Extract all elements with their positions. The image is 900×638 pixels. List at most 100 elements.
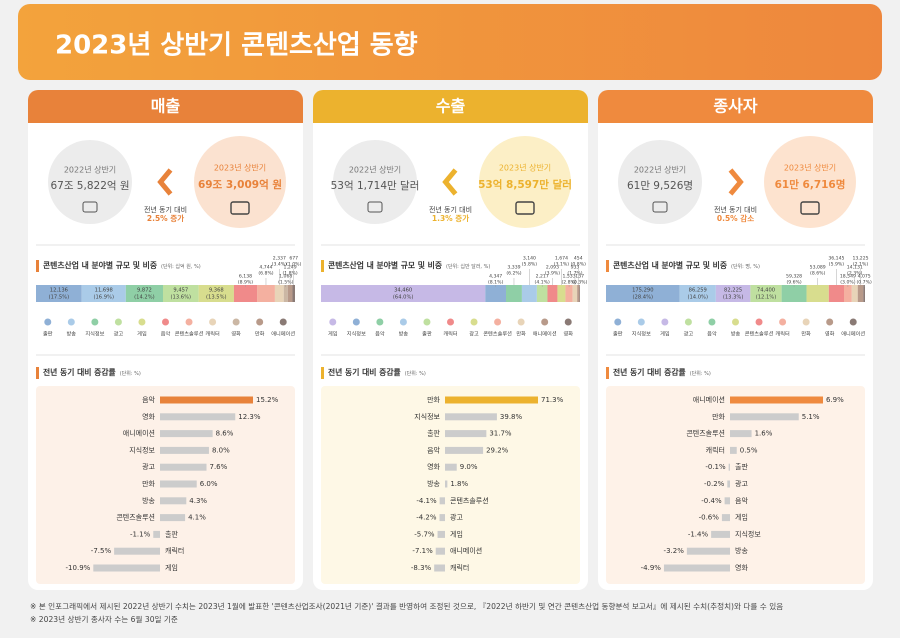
value-label: -1.4% xyxy=(688,530,709,538)
legend-label: 콘텐츠솔루션 xyxy=(483,330,512,338)
share-value-label: 4,744 xyxy=(259,265,272,271)
share-value-label: 9,368 xyxy=(209,288,224,294)
legend-dot xyxy=(517,318,525,326)
legend-label: 만화 xyxy=(516,330,526,338)
category-label: 만화 xyxy=(142,479,155,488)
share-value-label: 74,400 xyxy=(757,288,775,294)
legend-label: 지식정보 xyxy=(85,330,104,338)
share-percent-label: (64.0%) xyxy=(393,295,414,301)
share-value-label: 13,225 xyxy=(852,256,868,262)
share-percent-label: (13.6%) xyxy=(171,295,192,301)
change-bar xyxy=(711,530,730,538)
share-segment xyxy=(750,285,782,302)
section-unit: (단위: %) xyxy=(405,370,426,377)
panel-header xyxy=(313,90,588,123)
change-bar xyxy=(160,480,197,488)
share-value-label: 3,339 xyxy=(507,265,520,271)
change-label: 전년 동기 대비 xyxy=(429,205,472,214)
legend-label: 애니메이션 xyxy=(533,330,557,338)
legend-label: 지식정보 xyxy=(632,330,651,338)
category-label: 음악 xyxy=(142,396,155,404)
share-value-label: 12,136 xyxy=(50,288,68,294)
legend-label: 출판 xyxy=(613,330,623,338)
section-title-text: 콘텐츠산업 내 분야별 규모 및 비중 xyxy=(43,260,157,270)
panel-header xyxy=(28,90,303,123)
share-value-label: 9,872 xyxy=(137,288,152,294)
previous-circle xyxy=(618,140,702,224)
section-title: 콘텐츠산업 내 분야별 규모 및 비중 (단위: 명, %) xyxy=(613,260,760,270)
value-label: 29.2% xyxy=(486,446,509,454)
change-bar xyxy=(160,413,236,421)
legend-dot xyxy=(91,318,99,326)
share-segment xyxy=(572,285,578,302)
legend-dot xyxy=(162,318,169,326)
category-label: 출판 xyxy=(735,462,748,471)
change-bar xyxy=(160,514,186,522)
share-percent-label: (1.8%) xyxy=(282,271,297,277)
share-segment xyxy=(557,285,566,302)
icon xyxy=(230,201,250,215)
legend-dot xyxy=(802,318,810,326)
share-value-label: 6,138 xyxy=(239,274,252,280)
change-arrow xyxy=(157,168,173,196)
change-bar xyxy=(724,497,730,505)
share-segment xyxy=(321,285,486,302)
share-percent-label: (2.1%) xyxy=(853,262,868,268)
change-value: 0.5% 감소 xyxy=(717,213,754,223)
section-marker xyxy=(36,367,39,379)
section-unit: (단위: 명, %) xyxy=(731,263,760,270)
share-percent-label: (9.6%) xyxy=(786,280,801,286)
footnote: ※ 2023년 상반기 종사자 수는 6월 30일 기준 xyxy=(30,614,178,624)
change-bar xyxy=(160,497,187,505)
share-percent-label: (8.6%) xyxy=(810,271,825,277)
panel-title: 매출 xyxy=(151,97,181,116)
change-arrow xyxy=(728,168,744,196)
share-value-label: 36,145 xyxy=(828,256,844,262)
previous-label: 2022년 상반기 xyxy=(64,165,116,175)
value-label: 39.8% xyxy=(500,413,523,421)
change-bar xyxy=(686,547,730,555)
section-marker xyxy=(606,260,609,272)
legend-dot xyxy=(447,318,454,326)
change-bar xyxy=(439,497,445,505)
change-bar xyxy=(114,547,160,555)
legend-dot xyxy=(329,318,337,326)
change-bar xyxy=(730,413,799,421)
legend-dot xyxy=(732,318,739,326)
section-unit: (단위: %) xyxy=(120,370,141,377)
share-percent-label: (4.1%) xyxy=(535,280,550,286)
legend-label: 게임 xyxy=(137,330,147,338)
legend-label: 영화 xyxy=(825,330,835,338)
change-bar xyxy=(439,514,445,522)
change-bar xyxy=(160,396,253,404)
legend-dot xyxy=(779,318,787,326)
share-percent-label: (0.8%) xyxy=(571,262,586,268)
category-label: 방송 xyxy=(427,479,440,488)
category-label: 광고 xyxy=(142,463,155,471)
current-label: 2023년 상반기 xyxy=(784,163,836,173)
change-bar xyxy=(730,430,752,438)
category-label: 만화 xyxy=(712,412,725,421)
value-label: -0.2% xyxy=(704,480,725,488)
change-bar xyxy=(160,430,213,438)
change-bar xyxy=(728,463,730,471)
change-bar xyxy=(445,463,457,471)
legend-label: 만화 xyxy=(801,330,811,338)
section-unit: (단위: %) xyxy=(690,370,711,377)
value-label: 4.1% xyxy=(188,514,206,522)
category-label: 광고 xyxy=(735,480,748,488)
legend-dot xyxy=(849,318,857,326)
share-value-label: 2,093 xyxy=(546,265,559,271)
share-segment xyxy=(863,285,865,302)
section-title: 콘텐츠산업 내 분야별 규모 및 비중 (단위: 십만 달러, %) xyxy=(328,260,490,270)
category-label: 캐릭터 xyxy=(450,563,469,572)
change-label: 전년 동기 대비 xyxy=(144,205,187,214)
share-segment xyxy=(547,285,558,302)
share-percent-label: (17.5%) xyxy=(49,295,70,301)
legend-dot xyxy=(376,318,384,326)
legend-dot xyxy=(470,318,478,326)
section-unit: (단위: 십만 달러, %) xyxy=(446,263,490,270)
share-percent-label: (16.9%) xyxy=(93,295,114,301)
previous-value: 61만 9,526명 xyxy=(627,180,693,192)
legend-label: 캐릭터 xyxy=(775,330,790,338)
